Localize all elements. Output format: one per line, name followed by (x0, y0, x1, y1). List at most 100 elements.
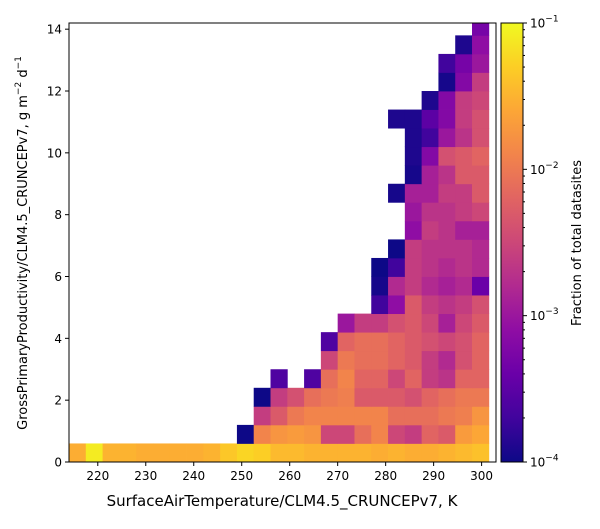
heatmap-cell (388, 183, 406, 203)
heatmap-cell (472, 128, 490, 148)
heatmap-cell (287, 424, 305, 444)
heatmap-cell (455, 313, 473, 333)
heatmap-cell (404, 109, 423, 129)
heatmap-cell (455, 53, 473, 73)
colorbar-label: Fraction of total datasites (570, 160, 585, 326)
heatmap-cell (371, 443, 389, 463)
y-axis-label-exp1: −2 (14, 82, 24, 95)
heatmap-cell (438, 72, 456, 92)
heatmap-cell (388, 406, 406, 426)
heatmap-cell (438, 146, 456, 166)
heatmap-cell (472, 276, 490, 296)
heatmap-cell (438, 406, 456, 426)
heatmap-cell (455, 146, 473, 166)
heatmap-cell (337, 387, 355, 407)
heatmap-cell (337, 424, 355, 444)
heatmap-cell (421, 146, 439, 166)
heatmap-cell (371, 387, 389, 407)
heatmap-cell (421, 406, 439, 426)
colorbar-tick-label: 10−2 (530, 161, 559, 177)
heatmap-cell (472, 387, 490, 407)
heatmap-cell (455, 443, 473, 463)
heatmap-cell (472, 406, 490, 426)
heatmap-cell (320, 387, 339, 407)
heatmap-cell (438, 220, 456, 240)
heatmap-cell (404, 146, 423, 166)
heatmap-cell (472, 72, 490, 92)
heatmap-cell (354, 313, 372, 333)
heatmap-cell (421, 183, 439, 203)
heatmap-cell (236, 424, 255, 444)
heatmap-cell (203, 443, 221, 463)
heatmap-cell (438, 165, 456, 185)
heatmap-cell (455, 183, 473, 203)
heatmap-cell (404, 424, 423, 444)
x-tick-label: 300 (470, 469, 493, 483)
heatmap-cell (404, 257, 423, 277)
heatmap-cell (438, 128, 456, 148)
heatmap-cell (371, 257, 389, 277)
heatmap-cell (421, 332, 439, 352)
heatmap-cell (404, 276, 423, 296)
heatmap-cell (371, 369, 389, 389)
heatmap-cell (354, 443, 372, 463)
heatmap-cell (438, 295, 456, 315)
heatmap-cell (438, 313, 456, 333)
heatmap-cell (438, 202, 456, 222)
heatmap-cell (455, 72, 473, 92)
heatmap-cell (404, 313, 423, 333)
heatmap-cell (320, 332, 339, 352)
heatmap-cell (388, 276, 406, 296)
heatmap-cell (472, 239, 490, 259)
heatmap-cell (320, 443, 339, 463)
heatmap-cell (455, 387, 473, 407)
heatmap-cell (404, 369, 423, 389)
heatmap-cell (472, 443, 490, 463)
heatmap-cell (421, 369, 439, 389)
heatmap-cell (270, 424, 288, 444)
heatmap-cell (388, 257, 406, 277)
heatmap-cell (371, 350, 389, 370)
heatmap-cell (320, 424, 339, 444)
heatmap-cell (472, 91, 490, 110)
heatmap-cell (455, 276, 473, 296)
heatmap-cell (337, 406, 355, 426)
y-tick-label: 8 (54, 208, 62, 222)
heatmap-cell (455, 369, 473, 389)
colorbar-tick-label: 10−4 (530, 454, 559, 470)
heatmap-cell (371, 332, 389, 352)
heatmap-cell (472, 369, 490, 389)
heatmap-cell (455, 239, 473, 259)
heatmap-cell (438, 424, 456, 444)
colorbar-tick-label: 10−3 (530, 307, 559, 323)
heatmap-cell (421, 202, 439, 222)
heatmap-cell (421, 128, 439, 148)
heatmap-cell (472, 165, 490, 185)
heatmap-cell (270, 406, 288, 426)
heatmap-cell (438, 332, 456, 352)
heatmap-cell (438, 53, 456, 73)
x-axis-label: SurfaceAirTemperature/CLM4.5_CRUNCEPv7, … (107, 492, 459, 511)
heatmap-cell (421, 91, 439, 110)
heatmap-cell (404, 295, 423, 315)
heatmap-cell (354, 332, 372, 352)
heatmap-cell (455, 406, 473, 426)
y-axis-ticks: 0 2 4 6 8 10 12 14 (47, 23, 69, 470)
heatmap-cell (455, 295, 473, 315)
colorbar (500, 22, 524, 463)
heatmap-cell (354, 424, 372, 444)
heatmap-cell (388, 424, 406, 444)
heatmap-cell (404, 443, 423, 463)
y-tick-label: 4 (54, 332, 62, 346)
heatmap-cell (404, 332, 423, 352)
heatmap-cell (455, 424, 473, 444)
heatmap-cell (472, 202, 490, 222)
heatmap-cell (455, 128, 473, 148)
heatmap-cell (253, 406, 271, 426)
heatmap-cell (438, 443, 456, 463)
heatmap-cell (438, 276, 456, 296)
heatmap-cell (438, 91, 456, 110)
heatmap-cell (455, 332, 473, 352)
y-tick-label: 6 (54, 270, 62, 284)
